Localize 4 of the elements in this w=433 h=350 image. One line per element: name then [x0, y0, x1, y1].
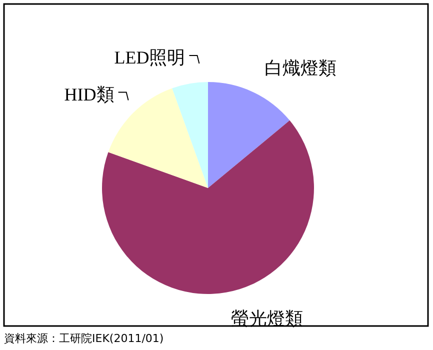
- source-note: 資料來源：工研院IEK(2011/01): [4, 332, 164, 345]
- slice-label: LED照明: [114, 47, 186, 68]
- slice-label: 白熾燈類: [264, 58, 336, 78]
- slice-label: HID類: [64, 84, 114, 104]
